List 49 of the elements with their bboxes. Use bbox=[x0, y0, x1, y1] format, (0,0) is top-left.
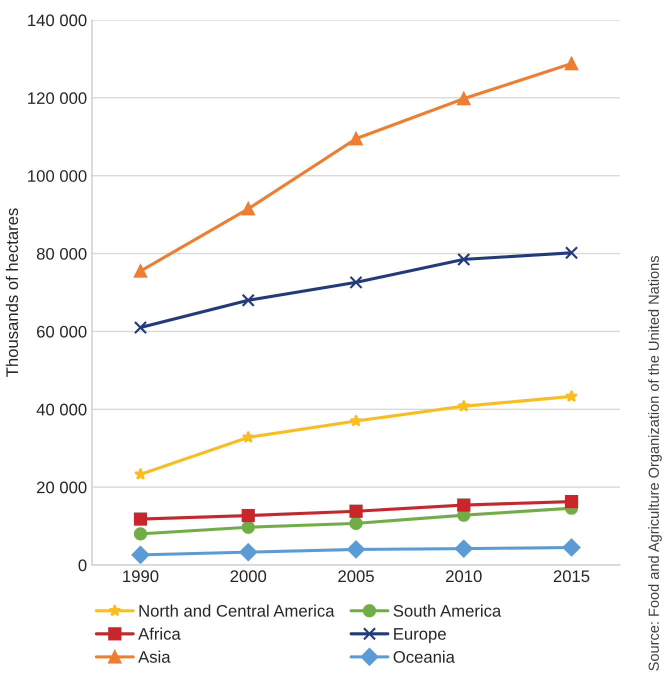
point bbox=[242, 508, 255, 522]
y-tick-label: 20 000 bbox=[37, 482, 86, 494]
point bbox=[349, 516, 363, 530]
x-tick-label: 2000 bbox=[230, 570, 266, 582]
point bbox=[242, 520, 255, 534]
point bbox=[564, 494, 578, 508]
x-tick-label: 2010 bbox=[446, 570, 482, 582]
point bbox=[562, 538, 580, 556]
point bbox=[564, 57, 578, 70]
point bbox=[242, 294, 255, 307]
point bbox=[132, 546, 150, 564]
point bbox=[134, 264, 148, 278]
point bbox=[457, 498, 470, 512]
legend-label: Oceania bbox=[394, 650, 455, 663]
legend-label: Asia bbox=[138, 650, 171, 663]
point bbox=[134, 320, 148, 334]
legend-label: Europe bbox=[394, 628, 446, 644]
y-tick-label: 80 000 bbox=[36, 248, 86, 260]
y-tick-label: 120 000 bbox=[28, 92, 86, 104]
point bbox=[457, 92, 470, 106]
point bbox=[350, 414, 362, 427]
x-tick-label: 2005 bbox=[338, 570, 374, 582]
y-tick-label: 100 000 bbox=[28, 170, 86, 182]
point bbox=[349, 504, 363, 518]
legend-label: North and Central America bbox=[139, 604, 334, 617]
x-tick-label: 2015 bbox=[554, 570, 590, 582]
point bbox=[242, 202, 255, 216]
y-axis-title: Thousands of hectares bbox=[6, 208, 18, 377]
point bbox=[242, 430, 255, 443]
point bbox=[564, 246, 578, 260]
point bbox=[134, 468, 147, 480]
point bbox=[349, 132, 363, 146]
x-tick-label: 1990 bbox=[123, 570, 158, 582]
point bbox=[457, 400, 470, 412]
source-note: Source: Food and Agriculture Organization of the United Nations bbox=[648, 256, 662, 671]
point bbox=[454, 540, 473, 558]
y-tick-label: 40 000 bbox=[36, 404, 86, 416]
y-tick-label: 60 000 bbox=[37, 326, 86, 338]
point bbox=[349, 276, 363, 289]
point bbox=[134, 512, 148, 526]
point bbox=[347, 540, 365, 558]
legend-label: South America bbox=[394, 604, 502, 617]
legend-label: Africa bbox=[138, 628, 181, 640]
point bbox=[457, 252, 470, 266]
y-tick-label: 140 000 bbox=[28, 14, 86, 26]
y-tick-label: 0 bbox=[78, 559, 86, 572]
point bbox=[239, 543, 258, 562]
point bbox=[565, 390, 578, 402]
point bbox=[134, 527, 148, 540]
